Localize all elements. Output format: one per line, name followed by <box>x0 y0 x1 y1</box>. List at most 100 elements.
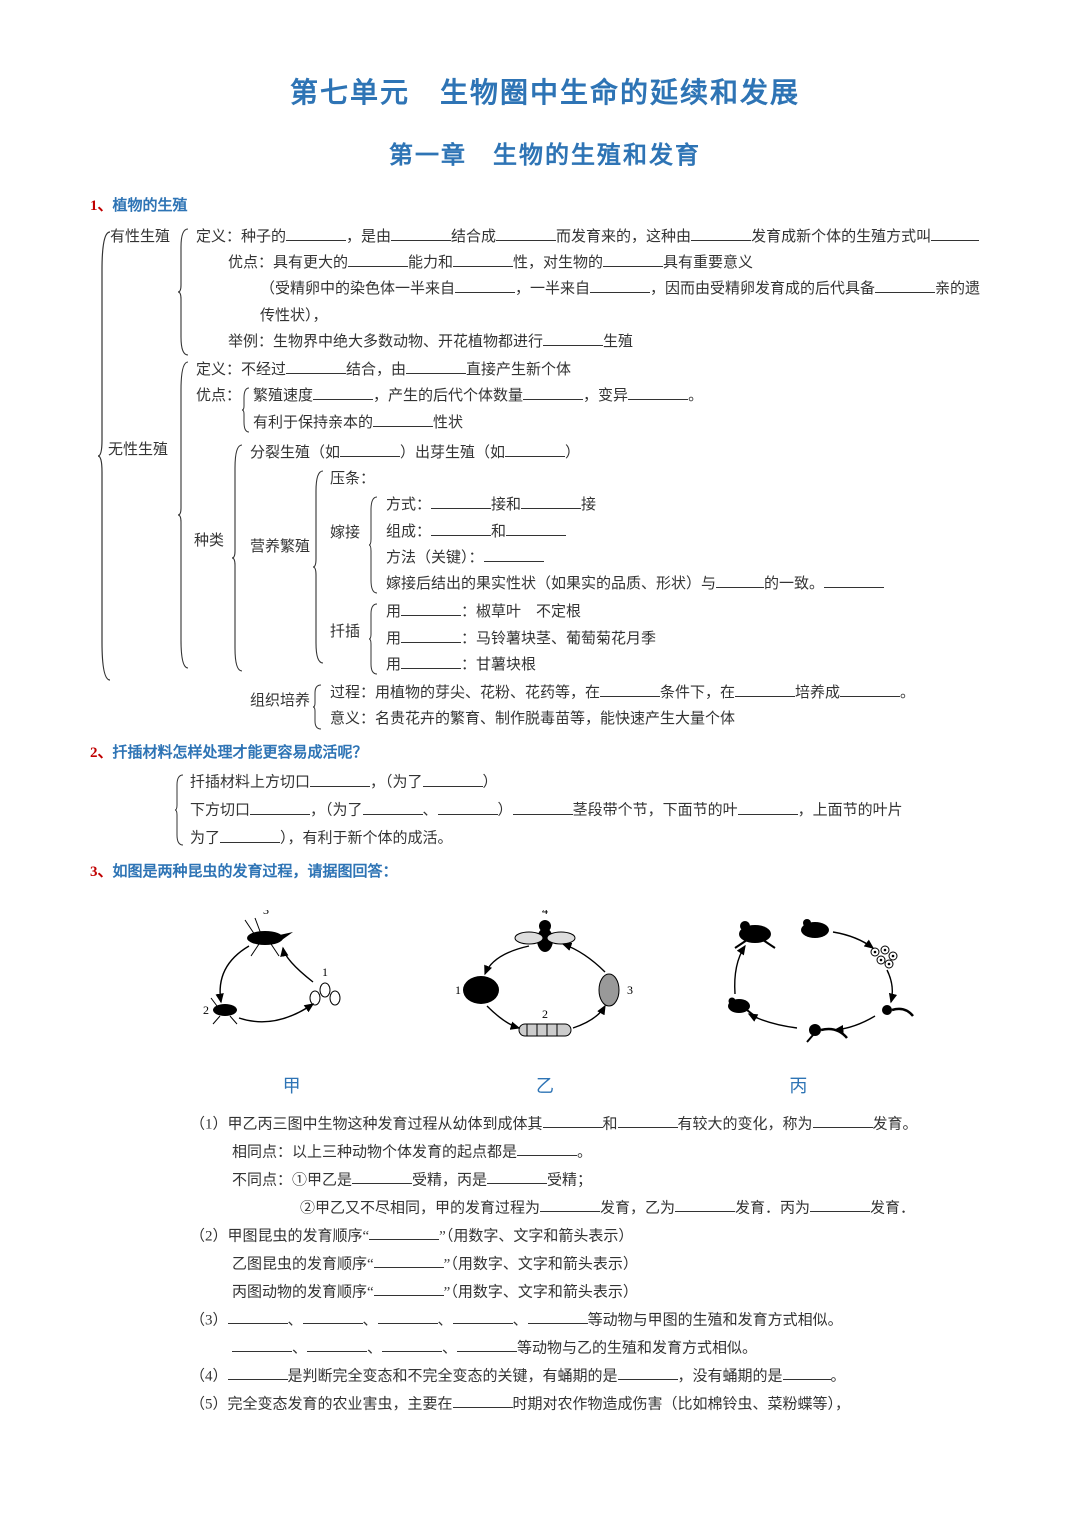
t: 为了 <box>190 831 220 847</box>
t: 发育． <box>870 1200 915 1216</box>
t: 而发育来的，这种由 <box>556 229 691 245</box>
label-sexual: 有性生殖 <box>110 224 170 250</box>
t: ，（为了 <box>370 775 423 791</box>
brace-section2 <box>174 773 186 847</box>
t: 受精，丙是 <box>412 1172 487 1188</box>
t: ”（用数字、文字和箭头表示） <box>444 1284 638 1300</box>
t: 条件下，在 <box>660 685 735 701</box>
t: （4） <box>190 1368 228 1384</box>
svg-text:2: 2 <box>203 1003 209 1017</box>
t: 具有重要意义 <box>663 255 753 271</box>
t: ）出芽生殖（如 <box>400 445 505 461</box>
brace-cutting <box>368 602 380 676</box>
t: 方法（关键）： <box>386 550 484 566</box>
t: ，上面节的叶片 <box>798 803 903 819</box>
figure-label-a: 甲 <box>283 1071 301 1102</box>
t: （受精卵中的染色体一半来自 <box>260 281 455 297</box>
chapter-title: 第一章 生物的生殖和发育 <box>90 136 1000 177</box>
t: 能力和 <box>408 255 453 271</box>
t: 亲的遗 <box>935 281 980 297</box>
t: 。 <box>577 1144 592 1160</box>
t: 方式： <box>386 497 431 513</box>
svg-text:1: 1 <box>455 983 461 997</box>
t: 结合，由 <box>346 362 406 378</box>
t: 乙图昆虫的发育顺序“ <box>232 1256 374 1272</box>
t: ） <box>483 775 498 791</box>
figure-b: 4 1 2 3 <box>445 910 645 1060</box>
t: 受精； <box>547 1172 592 1188</box>
t: ，产生的后代个体数量 <box>373 388 523 404</box>
t: 丙图动物的发育顺序“ <box>232 1284 374 1300</box>
section-3-heading: 3、如图是两种昆虫的发育过程，请据图回答： <box>90 860 1000 886</box>
t: 发育．丙为 <box>735 1200 810 1216</box>
t: 定义：种子的 <box>196 229 286 245</box>
t: 接 <box>581 497 596 513</box>
label-tissue: 组织培养 <box>250 688 310 714</box>
t: 生殖 <box>603 334 633 350</box>
t: 用 <box>386 631 401 647</box>
t: ”（用数字、文字和箭头表示） <box>444 1256 638 1272</box>
t: 。 <box>900 685 915 701</box>
section-1-tree: 有性生殖 定义：种子的，是由结合成而发育来的，这种由发育成新个体的生殖方式叫 优… <box>90 224 1000 733</box>
t: （3） <box>190 1312 228 1328</box>
t: ：马铃薯块茎、葡萄菊花月季 <box>461 631 656 647</box>
t: 过程：用植物的芽尖、花粉、花药等，在 <box>330 685 600 701</box>
svg-text:2: 2 <box>542 1007 548 1021</box>
label-kinds: 种类 <box>194 528 224 554</box>
brace-sexual <box>176 227 192 357</box>
brace-kinds <box>230 443 246 673</box>
t: 有较大的变化，称为 <box>678 1116 813 1132</box>
t: 和 <box>491 524 506 540</box>
t: 发育成新个体的生殖方式叫 <box>751 229 931 245</box>
t: 直接产生新个体 <box>466 362 571 378</box>
t: 。 <box>688 388 703 404</box>
t: 优点： <box>196 388 241 404</box>
figure-label-c: 丙 <box>789 1071 807 1102</box>
section-1-heading: 1、植物的生殖 <box>90 194 1000 220</box>
t: 举例：生物界中绝大多数动物、开花植物都进行 <box>228 334 543 350</box>
figure-a: 1 2 3 <box>185 910 385 1060</box>
t: ，一半来自 <box>515 281 590 297</box>
t: ），有利于新个体的成活。 <box>280 831 453 847</box>
svg-text:4: 4 <box>542 910 548 917</box>
t: 、 <box>513 1312 528 1328</box>
t: 用 <box>386 604 401 620</box>
t: （1）甲乙丙三图中生物这种发育过程从幼体到成体其 <box>190 1116 543 1132</box>
t: ：甘薯块根 <box>461 657 536 673</box>
brace-asexual <box>176 360 192 670</box>
section-2-num: 2、 <box>90 745 113 761</box>
section-2-heading: 2、扦插材料怎样处理才能更容易成活呢？ <box>90 741 1000 767</box>
brace-veg <box>312 469 326 665</box>
section-1-num: 1、 <box>90 198 113 214</box>
label-asexual: 无性生殖 <box>108 437 168 463</box>
svg-text:3: 3 <box>627 983 633 997</box>
t: 组成： <box>386 524 431 540</box>
svg-text:3: 3 <box>263 910 269 917</box>
t: ） <box>498 803 513 819</box>
t: ，没有蛹期的是 <box>678 1368 783 1384</box>
brace-graft <box>368 495 380 595</box>
t: ，变异 <box>583 388 628 404</box>
t: ） <box>565 445 580 461</box>
t: 、 <box>367 1340 382 1356</box>
label-cutting: 扦插 <box>330 619 360 645</box>
t: ②甲乙又不尽相同，甲的发育过程为 <box>300 1200 540 1216</box>
t: 优点：具有更大的 <box>228 255 348 271</box>
t: 。 <box>831 1368 846 1384</box>
t: ，是由 <box>346 229 391 245</box>
t: 时期对农作物造成伤害（比如棉铃虫、菜粉蝶等）， <box>513 1396 851 1412</box>
label-graft: 嫁接 <box>330 520 360 546</box>
t: 茎段带个节，下面节的叶 <box>573 803 738 819</box>
t: 、 <box>423 803 438 819</box>
t: 、 <box>292 1340 307 1356</box>
t: 繁殖速度 <box>253 388 313 404</box>
t: 、 <box>438 1312 453 1328</box>
t: 、 <box>363 1312 378 1328</box>
t: 意义：名贵花卉的繁育、制作脱毒苗等，能快速产生大量个体 <box>330 711 735 727</box>
t: 发育，乙为 <box>600 1200 675 1216</box>
unit-title: 第七单元 生物圈中生命的延续和发展 <box>90 70 1000 118</box>
t: ，（为了 <box>310 803 363 819</box>
t: 和 <box>603 1116 618 1132</box>
t: 下方切口 <box>190 803 250 819</box>
t: 分裂生殖（如 <box>250 445 340 461</box>
